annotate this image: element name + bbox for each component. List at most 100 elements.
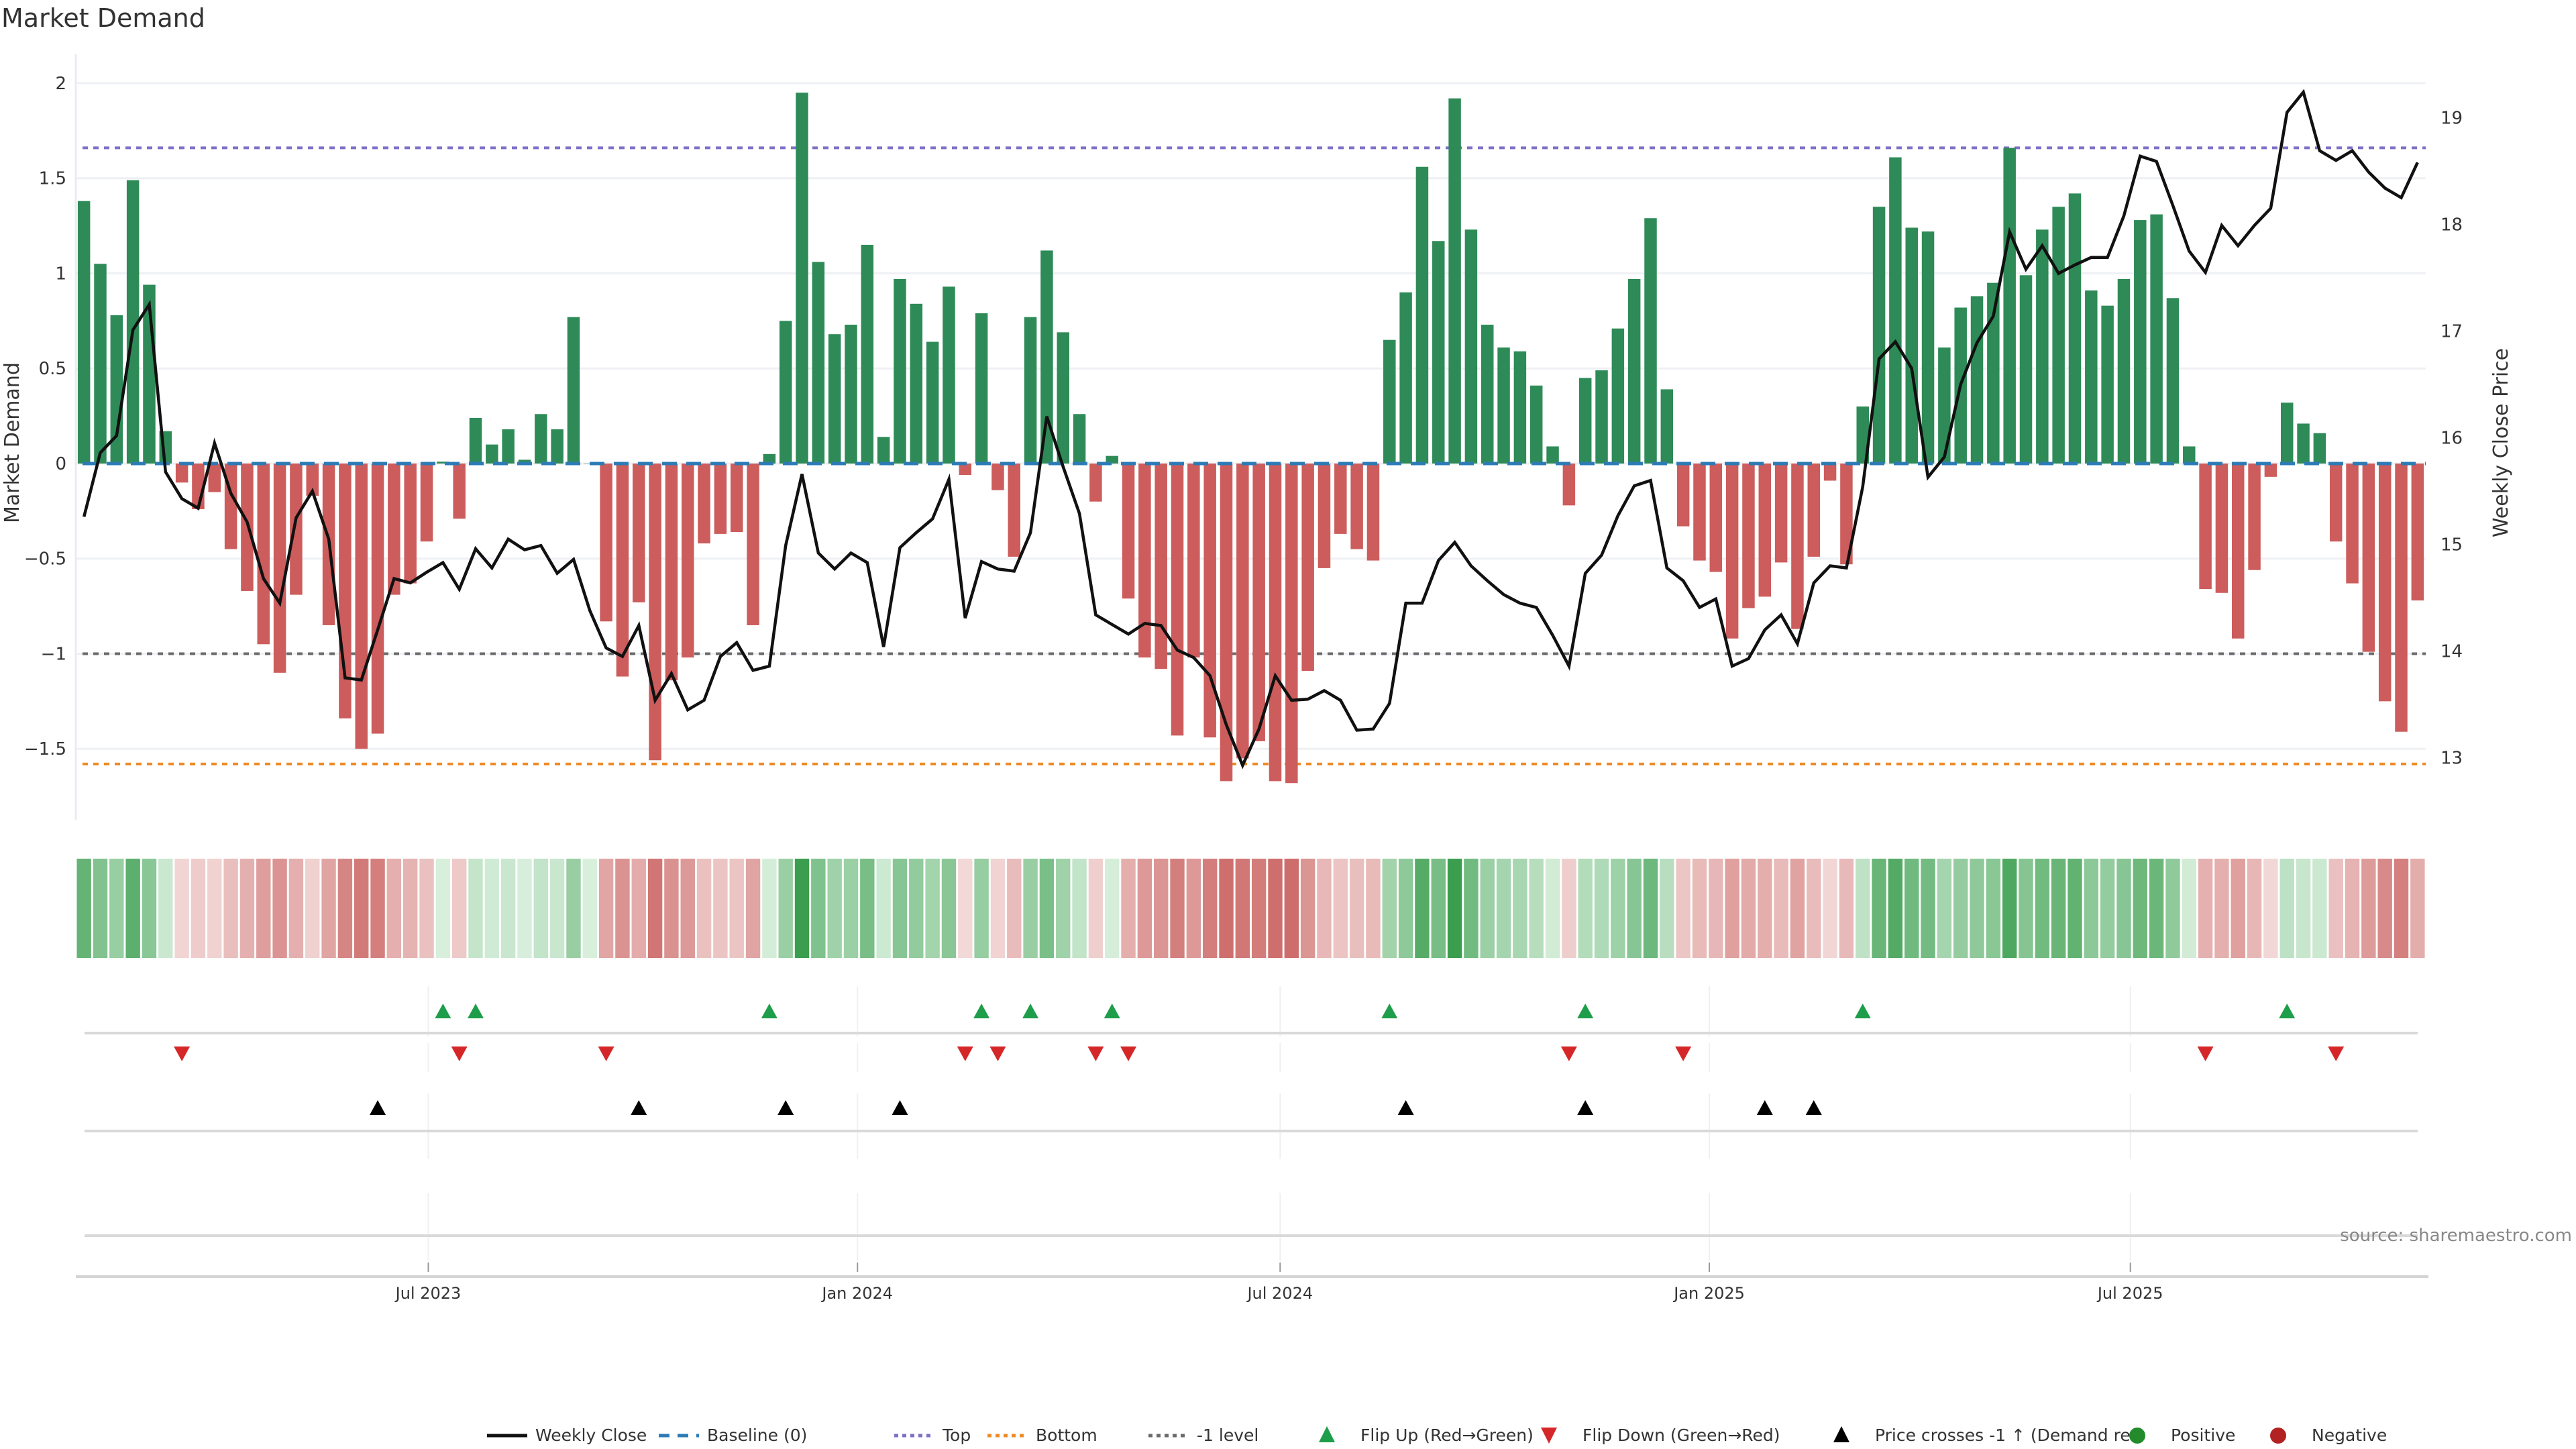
demand-bar (1024, 317, 1037, 464)
heat-cell (941, 859, 957, 958)
y-tick-label: −0.5 (24, 549, 66, 570)
demand-bar (1415, 166, 1429, 464)
heat-cell (2035, 859, 2050, 958)
price-cross-marker (1756, 1100, 1773, 1115)
demand-bar (1562, 463, 1576, 506)
heat-cell (1039, 859, 1055, 958)
heat-cell (1284, 859, 1299, 958)
demand-bar (1008, 463, 1021, 557)
price-line-layer (83, 89, 2419, 769)
demand-bar (1301, 463, 1314, 672)
heat-cell (1398, 859, 1413, 958)
demand-bar (1318, 463, 1331, 568)
demand-bar (437, 462, 449, 464)
flip-down-marker (957, 1046, 973, 1061)
demand-bar (828, 334, 841, 464)
legend-swatch-triangle-up-icon (1833, 1426, 1849, 1442)
price-cross-marker (631, 1100, 647, 1115)
heat-cell (2019, 859, 2033, 958)
y2-tick-label: 14 (2440, 642, 2463, 662)
heat-cell (892, 859, 908, 958)
demand-bar (518, 460, 531, 464)
price-cross-marker (777, 1100, 794, 1115)
y-tick-label: 2 (55, 74, 66, 94)
heat-cell (1137, 859, 1152, 958)
heat-cell (1317, 859, 1332, 958)
heat-cell (1774, 859, 1788, 958)
heat-cell (468, 859, 483, 958)
heat-cell (1823, 859, 1837, 958)
demand-bar (1709, 463, 1723, 572)
y2-tick-label: 13 (2440, 749, 2463, 769)
heat-cell (305, 859, 320, 958)
flip-down-marker (174, 1046, 191, 1061)
heat-cell (1415, 859, 1430, 958)
legend-item: Flip Up (Red→Green) (1319, 1426, 1534, 1445)
heat-cell (1023, 859, 1038, 958)
flip-down-marker (2197, 1046, 2214, 1061)
demand-bar (681, 463, 694, 658)
demand-bar (1040, 250, 1053, 464)
demand-bar (273, 463, 286, 673)
legend-label: Price crosses -1 ↑ (Demand ref) (1875, 1426, 2143, 1445)
demand-bar (1693, 463, 1706, 561)
heat-cell (2165, 859, 2180, 958)
flip-up-marker (2279, 1004, 2296, 1018)
heat-cell (142, 859, 157, 958)
demand-bar (486, 444, 498, 464)
legend-swatch-circle-icon (2129, 1428, 2145, 1444)
demand-bar (2248, 463, 2261, 570)
heat-cell (566, 859, 581, 958)
flip-up-marker (467, 1004, 484, 1018)
demand-bar (2117, 278, 2131, 464)
weekly-close-line (83, 89, 2419, 769)
heat-cell (451, 859, 467, 958)
price-cross-marker (1577, 1100, 1594, 1115)
demand-bar (861, 244, 874, 464)
demand-bar (94, 264, 107, 464)
heat-cell (811, 859, 826, 958)
demand-bar (1334, 463, 1347, 534)
vertical-gridlines: Jul 2023 Jan 2024 Jul 2024 Jan 2025 Jul 2025 (394, 986, 2163, 1303)
heat-cell (1856, 859, 1870, 958)
demand-bar (2329, 463, 2343, 542)
demand-bar (2183, 446, 2196, 464)
heat-cell (1921, 859, 1935, 958)
heat-cell (1480, 859, 1495, 958)
demand-bar (943, 286, 955, 464)
heat-cell (647, 859, 663, 958)
heat-cell (827, 859, 842, 958)
demand-bar (257, 463, 270, 645)
heat-cell (2068, 859, 2082, 958)
demand-bar (2378, 463, 2392, 702)
heat-cell (1725, 859, 1739, 958)
demand-bar (714, 463, 727, 534)
heat-cell (1529, 859, 1544, 958)
flip-down-marker (1087, 1046, 1104, 1061)
heat-cell (664, 859, 679, 958)
heat-cell (321, 859, 336, 958)
flip-up-marker (1381, 1004, 1398, 1018)
heat-cell (2394, 859, 2409, 958)
flip-up-marker (435, 1004, 451, 1018)
heat-cell (1219, 859, 1234, 958)
heat-cell (729, 859, 744, 958)
heat-cell (2133, 859, 2147, 958)
heat-cell (2051, 859, 2066, 958)
y-tick-label: 1.5 (39, 169, 66, 189)
demand-bar (2362, 463, 2375, 652)
demand-bar (1057, 332, 1069, 464)
x-tick-label: Jul 2023 (394, 1284, 462, 1303)
y2-tick-label: 18 (2440, 215, 2463, 235)
y-tick-label: 1 (55, 264, 66, 284)
heat-cell (1333, 859, 1348, 958)
heat-cell (1594, 859, 1609, 958)
x-tick-label: Jul 2025 (2096, 1284, 2163, 1303)
demand-bar (1807, 463, 1821, 557)
demand-bar (1106, 455, 1118, 464)
heat-cell (1056, 859, 1071, 958)
heat-cell (2345, 859, 2360, 958)
demand-bar (1791, 463, 1804, 629)
heat-cell (1790, 859, 1805, 958)
